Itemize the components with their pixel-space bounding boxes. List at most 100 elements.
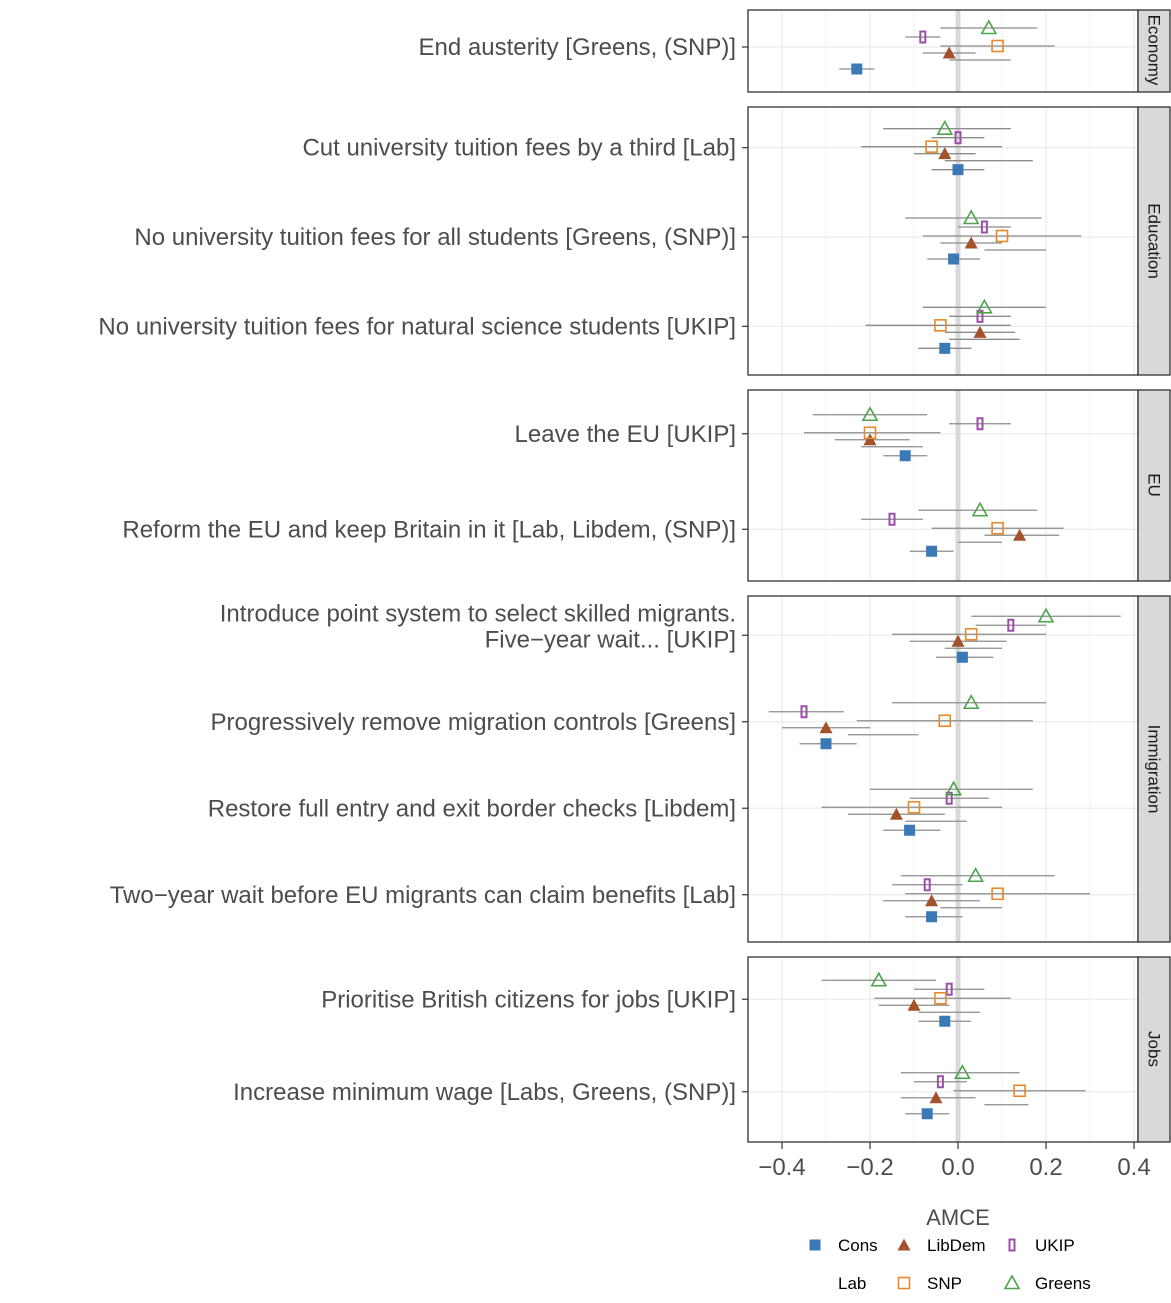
- point-ukip: [954, 131, 962, 145]
- point-cons: [926, 545, 938, 557]
- panel-background: [748, 10, 1138, 92]
- x-axis: −0.4 −0.2 0.0 0.2 0.4: [758, 1142, 1151, 1181]
- point-ukip: [976, 417, 984, 431]
- point-ukip: [923, 878, 931, 892]
- point-cons: [956, 651, 968, 663]
- point-greens: [954, 1064, 971, 1080]
- legend-label: Greens: [1035, 1274, 1091, 1293]
- point-snp: [1013, 1084, 1026, 1098]
- y-tick-label: Progressively remove migration controls …: [210, 709, 736, 736]
- panel-background: [748, 957, 1138, 1142]
- point-snp: [934, 991, 947, 1005]
- item-3-0: Introduce point system to select skilled…: [220, 600, 1121, 663]
- panel-immigration: Introduce point system to select skilled…: [110, 595, 1171, 943]
- point-snp: [964, 627, 978, 641]
- y-tick-label: End austerity [Greens, (SNP)]: [419, 34, 736, 61]
- point-greens: [870, 971, 888, 987]
- point-libdem: [1013, 528, 1027, 541]
- point-libdem: [925, 894, 939, 907]
- legend-key-greens: [1003, 1274, 1021, 1290]
- legend-item-libdem: LibDem: [897, 1236, 986, 1255]
- x-tick-label: 0.2: [1029, 1154, 1062, 1181]
- point-ukip: [945, 791, 953, 805]
- point-greens: [861, 406, 879, 422]
- legend-key-ukip: [1008, 1238, 1016, 1252]
- point-libdem: [889, 807, 903, 820]
- y-tick-label: No university tuition fees for natural s…: [98, 313, 736, 340]
- point-ukip: [976, 309, 984, 323]
- y-tick-label: Cut university tuition fees by a third […: [302, 135, 736, 162]
- item-2-1: Reform the EU and keep Britain in it [La…: [122, 501, 1064, 557]
- x-tick-label: −0.2: [846, 1154, 893, 1181]
- point-greens: [976, 298, 993, 314]
- point-ukip: [800, 705, 808, 719]
- x-tick-label: −0.4: [758, 1154, 805, 1181]
- legend-item-lab: Lab: [838, 1274, 866, 1293]
- item-0-0: End austerity [Greens, (SNP)]: [419, 19, 1055, 75]
- strip-label: Education: [1145, 203, 1164, 279]
- point-cons: [926, 911, 938, 923]
- item-3-1: Progressively remove migration controls …: [210, 694, 1046, 750]
- y-tick-label: Restore full entry and exit border check…: [208, 795, 736, 822]
- point-greens: [936, 120, 954, 135]
- point-cons: [948, 253, 960, 265]
- y-tick-label: Increase minimum wage [Labs, Greens, (SN…: [233, 1079, 736, 1106]
- strip-background: [1137, 389, 1171, 582]
- panel-education: Cut university tuition fees by a third […: [98, 106, 1171, 376]
- y-tick-label: Two−year wait before EU migrants can cla…: [110, 882, 736, 909]
- point-ukip: [980, 220, 988, 234]
- item-3-3: Two−year wait before EU migrants can cla…: [110, 867, 1090, 923]
- point-ukip: [936, 1075, 944, 1089]
- x-tick-label: 0.4: [1117, 1154, 1150, 1181]
- point-snp: [863, 426, 877, 440]
- legend-item-snp: SNP: [897, 1274, 962, 1293]
- strip-background: [1137, 595, 1171, 943]
- panel-background: [748, 596, 1138, 942]
- item-4-1: Increase minimum wage [Labs, Greens, (SN…: [233, 1064, 1086, 1120]
- y-tick-label: Introduce point system to select skilled…: [220, 600, 736, 627]
- point-snp: [991, 521, 1004, 535]
- strip-label: Immigration: [1145, 725, 1164, 814]
- legend-key-libdem: [897, 1238, 911, 1251]
- point-libdem: [938, 147, 952, 160]
- point-snp: [991, 39, 1004, 53]
- panels: End austerity [Greens, (SNP)] Economy Cut …: [98, 9, 1171, 1143]
- point-snp: [907, 800, 921, 814]
- legend-item-greens: Greens: [1003, 1274, 1091, 1293]
- legend: Cons LibDem UKIP Lab SNP Greens: [809, 1236, 1091, 1293]
- point-ukip: [1007, 618, 1015, 632]
- point-cons: [939, 1015, 951, 1027]
- x-tick-label: 0.0: [941, 1154, 974, 1181]
- strip-background: [1137, 9, 1171, 93]
- point-libdem: [951, 634, 965, 647]
- y-tick-label: No university tuition fees for all stude…: [134, 224, 736, 251]
- point-ukip: [888, 512, 896, 526]
- item-1-0: Cut university tuition fees by a third […: [302, 120, 1033, 176]
- point-cons: [921, 1108, 933, 1120]
- legend-key-snp: [897, 1276, 911, 1290]
- y-tick-label: Five−year wait... [UKIP]: [485, 626, 736, 653]
- legend-item-ukip: UKIP: [1008, 1236, 1075, 1255]
- point-libdem: [929, 1091, 943, 1104]
- point-cons: [952, 164, 964, 176]
- point-greens: [1037, 607, 1055, 623]
- panel-background: [748, 390, 1138, 581]
- point-snp: [934, 319, 947, 332]
- legend-label: Lab: [838, 1274, 866, 1293]
- point-ukip: [945, 982, 953, 996]
- point-snp: [925, 140, 938, 153]
- point-cons: [851, 63, 863, 75]
- point-libdem: [973, 325, 987, 338]
- strip-label: Jobs: [1145, 1031, 1164, 1067]
- legend-label: Cons: [838, 1236, 878, 1255]
- point-greens: [967, 867, 984, 883]
- y-tick-label: Reform the EU and keep Britain in it [La…: [122, 516, 736, 543]
- point-greens: [962, 694, 980, 710]
- item-3-2: Restore full entry and exit border check…: [208, 780, 1033, 836]
- strip-background: [1137, 956, 1171, 1143]
- point-greens: [971, 501, 989, 517]
- panel-eu: Leave the EU [UKIP] Reform the EU and kee…: [122, 389, 1171, 582]
- point-libdem: [907, 998, 921, 1011]
- point-libdem: [819, 721, 833, 734]
